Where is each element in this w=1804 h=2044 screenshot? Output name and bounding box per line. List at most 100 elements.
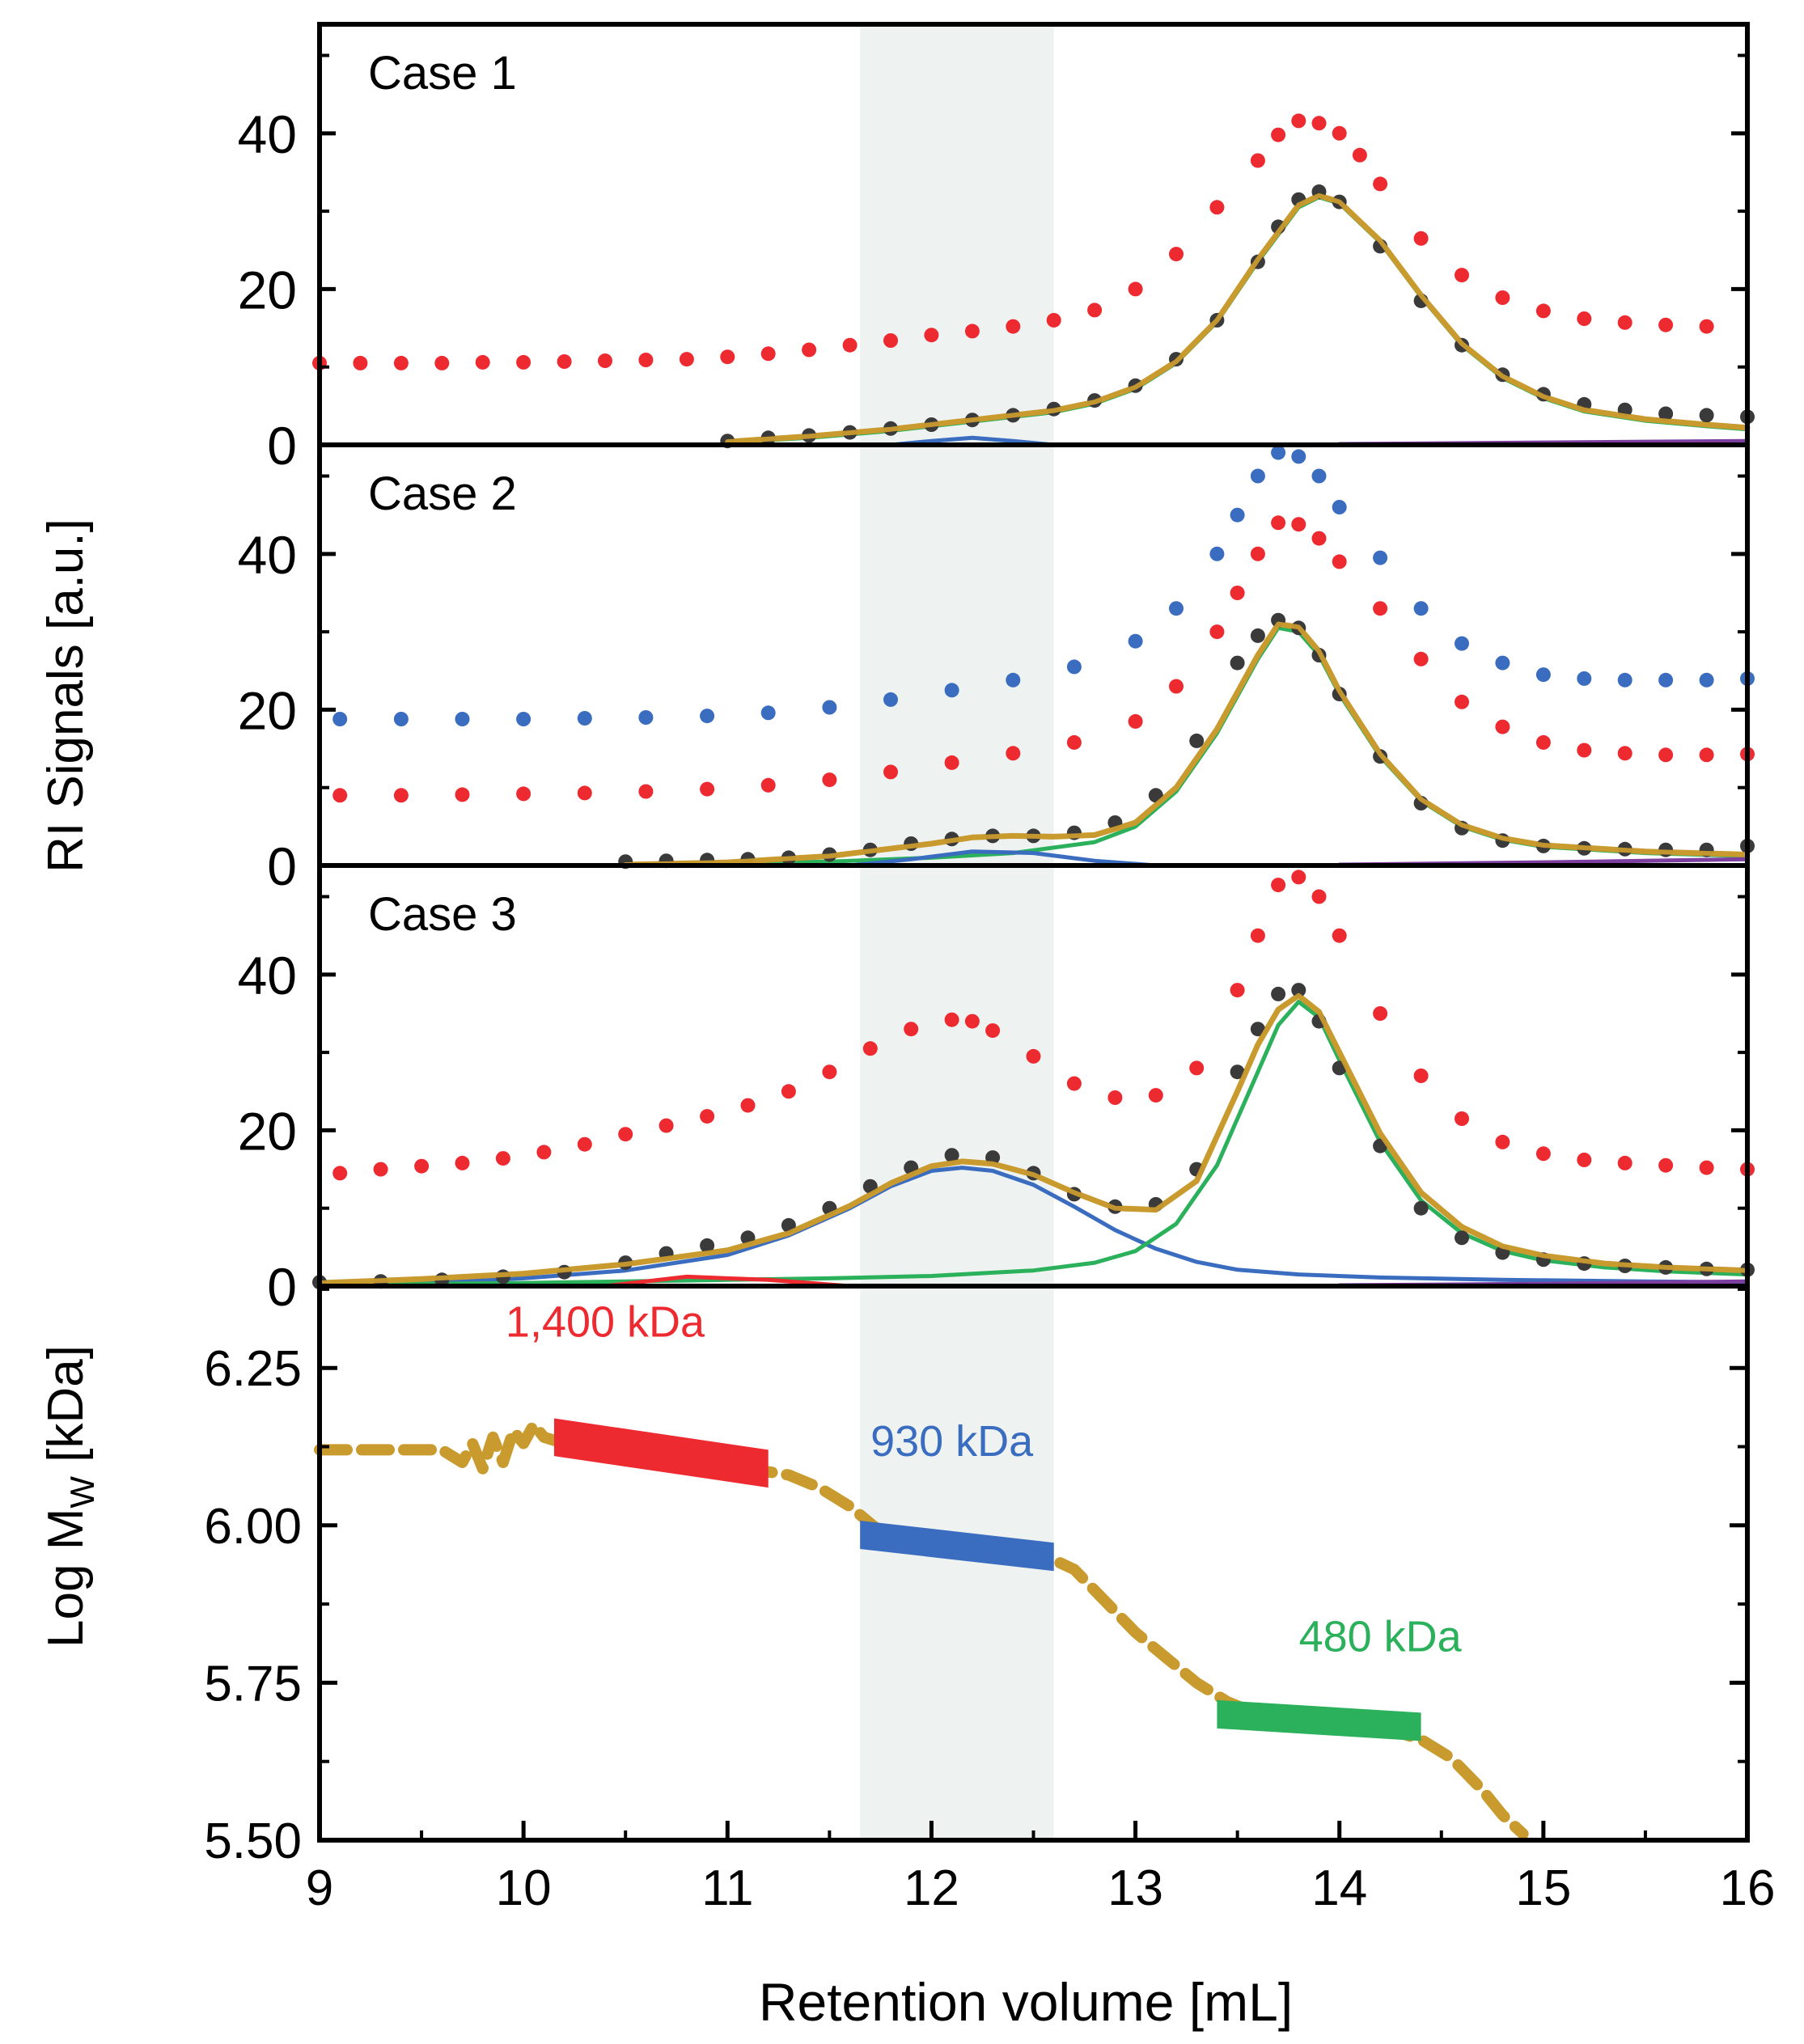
- panel-3-plot: [312, 870, 1755, 1290]
- data-point-red: [495, 1151, 510, 1166]
- data-point-red: [862, 1041, 878, 1056]
- data-point-red: [1658, 747, 1674, 763]
- data-point-red: [944, 1012, 959, 1027]
- data-point-blue: [944, 683, 959, 698]
- data-point-red: [475, 354, 490, 370]
- data-point-blue: [1617, 672, 1632, 688]
- data-point-red: [1455, 268, 1469, 283]
- data-point-red: [455, 787, 470, 802]
- x-tick-label: 14: [1311, 1860, 1367, 1916]
- data-point-red: [1535, 1146, 1551, 1162]
- data-point-red: [760, 346, 776, 362]
- data-point-red: [1250, 546, 1265, 561]
- data-point-red: [1617, 315, 1632, 330]
- data-point-red: [638, 784, 654, 799]
- data-point-red: [1658, 1157, 1674, 1173]
- data-point-red: [1087, 303, 1103, 318]
- y-axis-label-bottom-tail: [kDa]: [38, 1345, 94, 1476]
- data-point-red: [638, 353, 654, 367]
- data-point-black: [1699, 408, 1714, 423]
- data-point-red: [1209, 624, 1225, 640]
- panel-1-plot: [312, 113, 1755, 449]
- data-point-red: [577, 1136, 592, 1152]
- data-point-red: [1413, 231, 1429, 246]
- y-axis-label-top: RI Signals [a.u.]: [38, 518, 94, 873]
- data-point-red: [557, 354, 572, 369]
- data-point-red: [1617, 1155, 1632, 1170]
- fit-curve-gold: [622, 621, 1751, 868]
- data-point-black: [1250, 1022, 1265, 1037]
- overall-fit-curve: [317, 992, 1750, 1286]
- data-point-red: [1169, 679, 1184, 694]
- data-point-red: [1066, 734, 1082, 750]
- data-point-red: [1006, 319, 1021, 334]
- data-point-red: [1128, 281, 1143, 297]
- data-point-red: [904, 1022, 919, 1037]
- data-point-red: [1230, 983, 1245, 998]
- data-point-red: [1495, 290, 1510, 305]
- y-tick-label: 20: [238, 680, 297, 740]
- highlight-region: [860, 865, 1054, 1286]
- data-point-red: [760, 777, 776, 793]
- data-point-red: [1699, 319, 1714, 334]
- data-point-red: [985, 1023, 1001, 1039]
- data-point-red: [1066, 1076, 1082, 1091]
- y-tick-label: 5.75: [204, 1656, 302, 1712]
- data-point-blue: [1006, 672, 1021, 688]
- data-point-red: [1128, 713, 1143, 729]
- x-tick-label: 11: [701, 1860, 753, 1916]
- mw-band-green: [1217, 1699, 1421, 1741]
- data-point-red: [1189, 1060, 1205, 1076]
- data-point-blue: [1311, 468, 1327, 484]
- data-point-red: [700, 1109, 715, 1124]
- data-point-blue: [332, 712, 348, 726]
- data-point-blue: [638, 710, 654, 725]
- y-axis-label-bottom-sub: W: [63, 1476, 101, 1509]
- data-point-red: [536, 1145, 552, 1160]
- data-point-red: [659, 1118, 674, 1133]
- data-point-blue: [1332, 500, 1347, 514]
- data-point-red: [353, 355, 368, 370]
- data-point-blue: [1699, 672, 1714, 688]
- data-point-red: [1617, 746, 1632, 761]
- y-tick-label: 6.25: [204, 1341, 302, 1397]
- x-tick-label: 15: [1515, 1860, 1571, 1916]
- data-point-red: [1311, 889, 1327, 904]
- fit-curve-green: [317, 1000, 1750, 1287]
- y-tick-label: 6.00: [204, 1499, 302, 1555]
- data-point-black: [1455, 1230, 1469, 1246]
- fit-curve-blue: [888, 435, 1057, 447]
- data-point-red: [516, 354, 531, 370]
- data-point-blue: [1128, 633, 1143, 649]
- y-tick-label: 0: [267, 1257, 297, 1317]
- data-point-red: [1413, 651, 1429, 667]
- data-point-red: [700, 781, 715, 797]
- data-point-red: [1577, 1153, 1592, 1167]
- data-point-blue: [393, 712, 409, 726]
- data-point-red: [1026, 1048, 1041, 1064]
- data-point-black: [700, 1238, 715, 1253]
- data-point-red: [1291, 113, 1306, 129]
- data-point-red: [944, 755, 959, 770]
- data-point-red: [802, 342, 817, 358]
- overall-fit-curve: [725, 193, 1750, 445]
- y-axis-label-bottom-main: Log M: [38, 1509, 94, 1648]
- data-point-red: [1535, 303, 1551, 319]
- annotation-red: 1,400 kDa: [506, 1297, 705, 1346]
- data-point-black: [1230, 655, 1245, 671]
- data-point-red: [1250, 928, 1265, 943]
- data-point-red: [1535, 734, 1551, 750]
- panel-title: Case 3: [368, 888, 517, 941]
- data-point-black: [1658, 406, 1674, 421]
- data-point-red: [1046, 312, 1061, 328]
- data-point-red: [822, 772, 837, 788]
- data-point-red: [1373, 1006, 1388, 1021]
- data-point-red: [1332, 125, 1347, 141]
- data-point-blue: [1455, 636, 1469, 651]
- data-point-black: [1189, 733, 1205, 748]
- data-point-red: [434, 355, 450, 370]
- data-point-red: [598, 353, 612, 368]
- data-point-red: [1169, 247, 1184, 262]
- data-point-red: [455, 1155, 470, 1170]
- data-point-red: [1455, 1111, 1469, 1126]
